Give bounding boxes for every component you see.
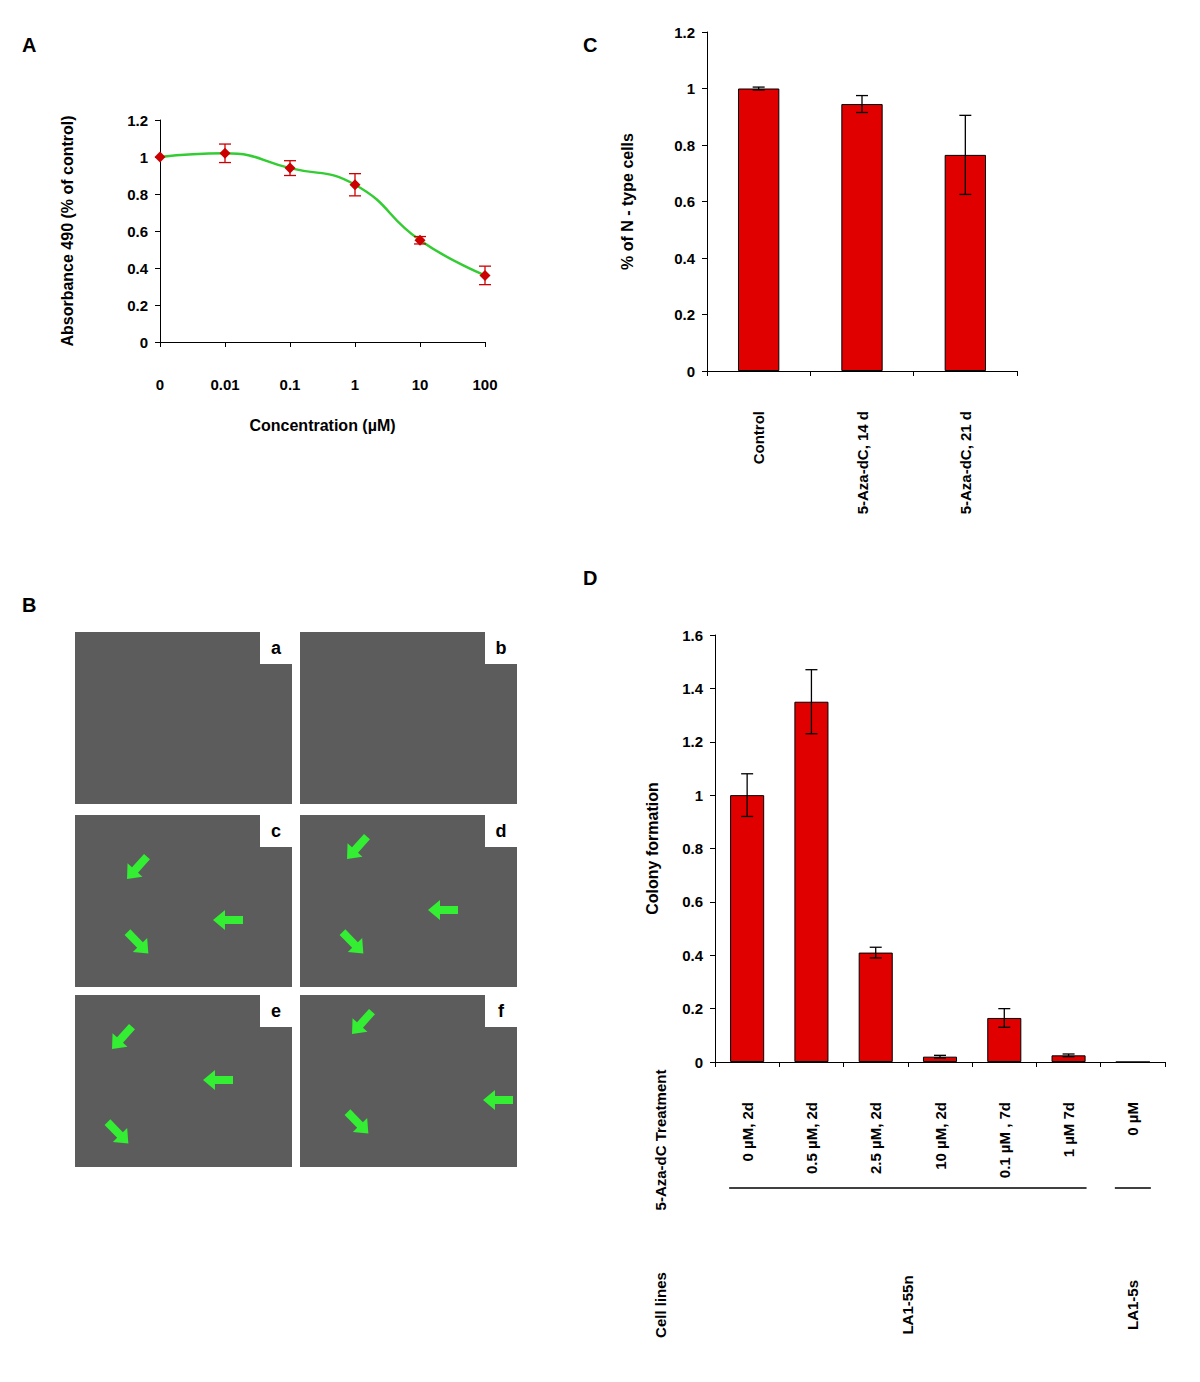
svg-text:d: d: [496, 821, 507, 841]
svg-text:Cell lines: Cell lines: [652, 1272, 669, 1338]
svg-text:D: D: [583, 567, 597, 589]
svg-text:Control: Control: [750, 411, 767, 464]
svg-text:0.8: 0.8: [682, 840, 703, 857]
svg-text:0.8: 0.8: [674, 137, 695, 154]
svg-text:10 µM, 2d: 10 µM, 2d: [932, 1102, 949, 1170]
svg-text:0.2: 0.2: [127, 297, 148, 314]
svg-text:1: 1: [695, 787, 703, 804]
svg-text:Concentration (µM): Concentration (µM): [249, 417, 395, 434]
svg-text:0 µM, 2d: 0 µM, 2d: [739, 1102, 756, 1162]
svg-text:2.5 µM, 2d: 2.5 µM, 2d: [867, 1102, 884, 1174]
svg-text:B: B: [22, 594, 36, 616]
svg-text:a: a: [271, 638, 282, 658]
svg-text:0.4: 0.4: [127, 260, 149, 277]
svg-text:Colony formation: Colony formation: [644, 782, 661, 914]
svg-text:1.6: 1.6: [682, 627, 703, 644]
svg-text:c: c: [271, 821, 281, 841]
svg-text:1: 1: [687, 80, 695, 97]
svg-text:0.1 µM , 7d: 0.1 µM , 7d: [996, 1102, 1013, 1178]
svg-text:1.4: 1.4: [682, 680, 704, 697]
svg-text:e: e: [271, 1001, 281, 1021]
svg-text:5-Aza-dC, 14 d: 5-Aza-dC, 14 d: [854, 411, 871, 514]
svg-text:A: A: [22, 34, 36, 56]
svg-text:0: 0: [156, 376, 164, 393]
svg-text:f: f: [498, 1001, 505, 1021]
svg-text:1.2: 1.2: [127, 112, 148, 129]
svg-text:Absorbance 490 (% of control): Absorbance 490 (% of control): [59, 115, 76, 346]
svg-text:0.4: 0.4: [682, 947, 704, 964]
svg-text:0: 0: [140, 334, 148, 351]
svg-text:1: 1: [140, 149, 148, 166]
svg-text:C: C: [583, 34, 597, 56]
svg-text:0.6: 0.6: [682, 893, 703, 910]
svg-text:100: 100: [472, 376, 497, 393]
svg-text:0.01: 0.01: [210, 376, 239, 393]
svg-text:0.5 µM, 2d: 0.5 µM, 2d: [803, 1102, 820, 1174]
svg-text:0.2: 0.2: [674, 306, 695, 323]
svg-text:5-Aza-dC, 21 d: 5-Aza-dC, 21 d: [957, 411, 974, 514]
svg-text:% of N - type cells: % of N - type cells: [619, 133, 636, 270]
svg-text:LA1-55n: LA1-55n: [899, 1275, 916, 1334]
svg-text:b: b: [496, 638, 507, 658]
svg-text:0.1: 0.1: [280, 376, 301, 393]
svg-text:0 µM: 0 µM: [1124, 1102, 1141, 1136]
svg-text:1 µM 7d: 1 µM 7d: [1060, 1102, 1077, 1157]
svg-text:0.6: 0.6: [127, 223, 148, 240]
svg-text:1.2: 1.2: [674, 24, 695, 41]
svg-text:0.6: 0.6: [674, 193, 695, 210]
svg-text:LA1-5s: LA1-5s: [1124, 1280, 1141, 1330]
svg-text:5-Aza-dC Treatment: 5-Aza-dC Treatment: [652, 1070, 669, 1211]
svg-text:0.4: 0.4: [674, 250, 696, 267]
svg-text:0.8: 0.8: [127, 186, 148, 203]
svg-text:1: 1: [351, 376, 359, 393]
svg-text:0: 0: [687, 363, 695, 380]
svg-text:0: 0: [695, 1054, 703, 1071]
svg-text:10: 10: [412, 376, 429, 393]
svg-text:1.2: 1.2: [682, 733, 703, 750]
svg-text:0.2: 0.2: [682, 1000, 703, 1017]
